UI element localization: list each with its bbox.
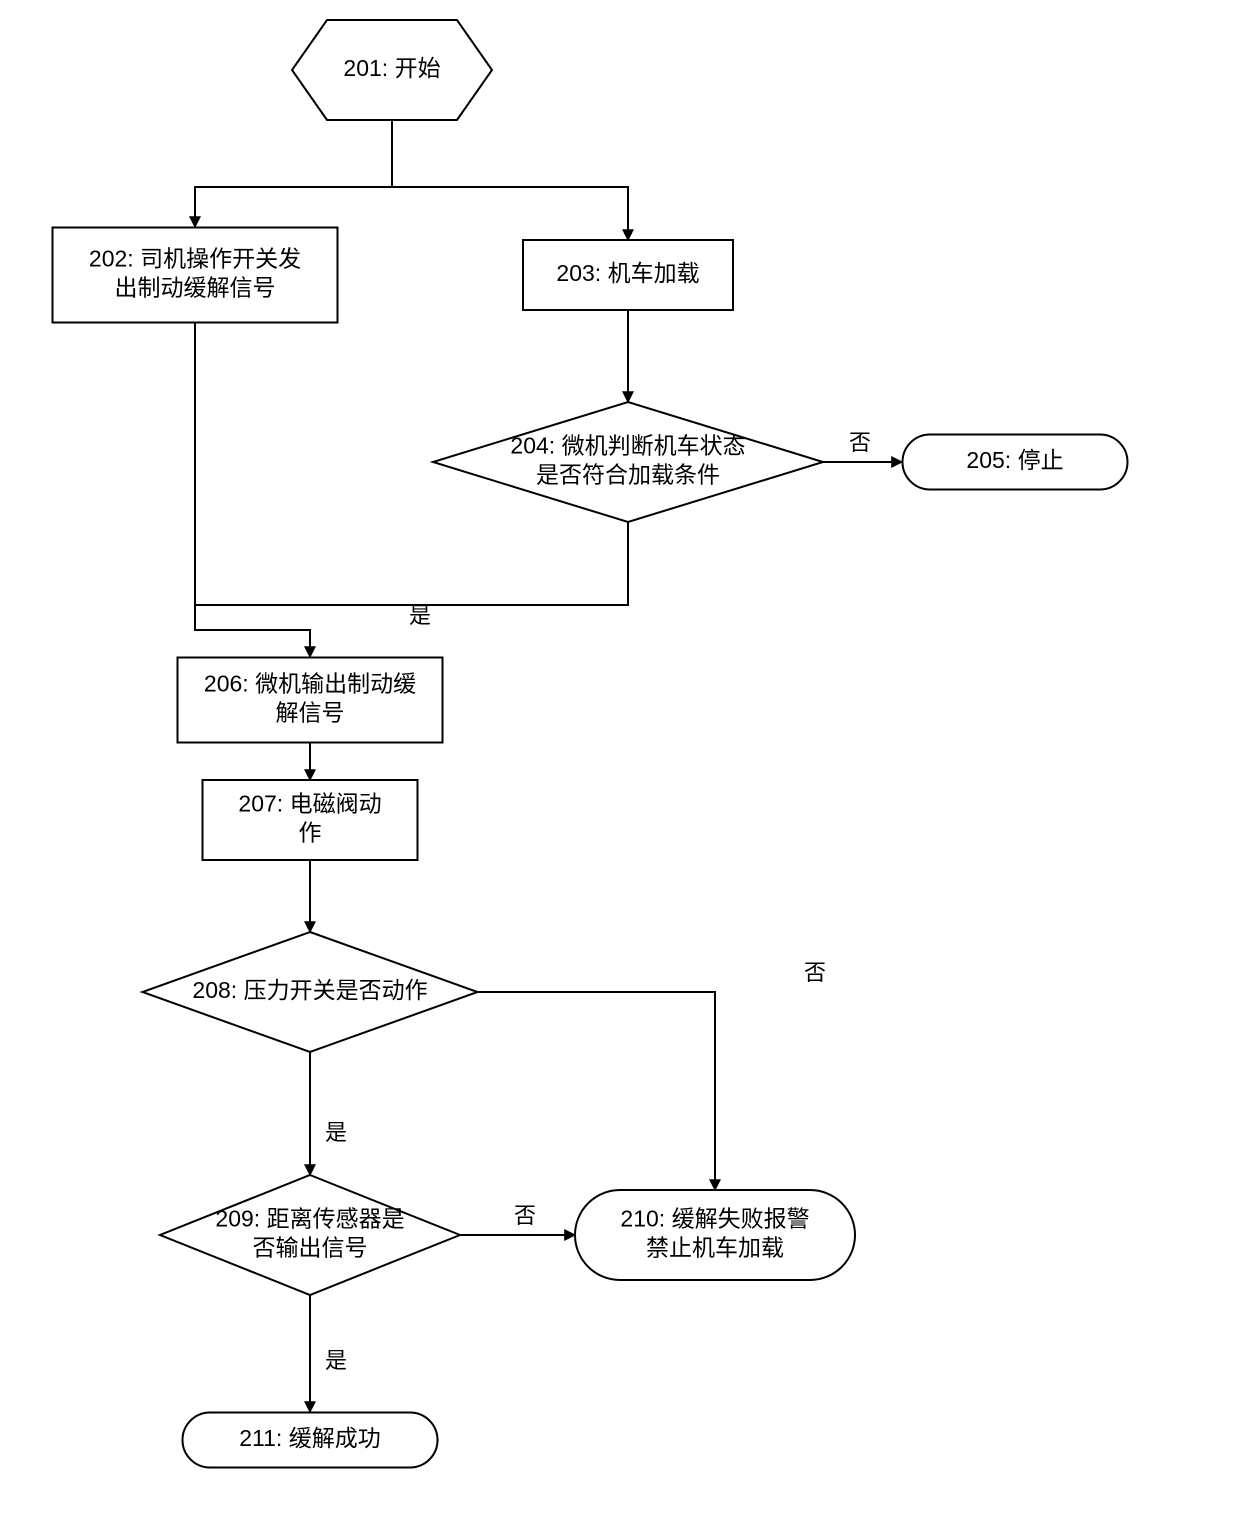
node-205-text-0: 205: 停止 <box>966 447 1063 473</box>
node-207-text-1: 作 <box>299 819 322 845</box>
node-205: 205: 停止 <box>903 435 1128 490</box>
edge-208-210 <box>477 992 715 1190</box>
node-211: 211: 缓解成功 <box>183 1413 438 1468</box>
flowchart-canvas: 否是是否否是201: 开始202: 司机操作开关发出制动缓解信号203: 机车加… <box>0 0 1240 1533</box>
edge-label-209-211: 是 <box>325 1348 347 1373</box>
node-206: 206: 微机输出制动缓解信号 <box>178 658 443 743</box>
node-208-text-0: 208: 压力开关是否动作 <box>192 977 427 1003</box>
edge-label-208-209: 是 <box>325 1120 347 1145</box>
node-207-text-0: 207: 电磁阀动 <box>238 791 381 817</box>
node-208: 208: 压力开关是否动作 <box>143 932 478 1052</box>
node-207: 207: 电磁阀动作 <box>203 780 418 860</box>
node-202-text-0: 202: 司机操作开关发 <box>89 246 301 272</box>
node-202: 202: 司机操作开关发出制动缓解信号 <box>53 228 338 323</box>
node-211-text-0: 211: 缓解成功 <box>239 1425 380 1451</box>
node-210: 210: 缓解失败报警禁止机车加载 <box>575 1190 855 1280</box>
node-209-text-1: 否输出信号 <box>253 1234 368 1260</box>
edge-204-206 <box>195 522 628 657</box>
node-204-text-1: 是否符合加载条件 <box>536 461 720 487</box>
nodes-layer: 201: 开始 202: 司机操作开关发出制动缓解信号 203: 机车加载 204: … <box>53 20 1128 1468</box>
edge-label-204-206: 是 <box>409 603 431 628</box>
node-210-text-0: 210: 缓解失败报警 <box>620 1206 809 1232</box>
node-206-text-0: 206: 微机输出制动缓 <box>204 671 416 697</box>
node-201: 201: 开始 <box>292 20 492 120</box>
node-204: 204: 微机判断机车状态是否符合加载条件 <box>433 402 823 522</box>
node-203: 203: 机车加载 <box>523 240 733 310</box>
node-210-text-1: 禁止机车加载 <box>646 1234 784 1260</box>
edge-label-209-210: 否 <box>514 1203 536 1228</box>
node-203-text-0: 203: 机车加载 <box>556 260 699 286</box>
node-204-text-0: 204: 微机判断机车状态 <box>510 433 745 459</box>
node-202-text-1: 出制动缓解信号 <box>115 274 276 300</box>
node-209: 209: 距离传感器是否输出信号 <box>160 1175 460 1295</box>
edge-label-204-205: 否 <box>849 430 871 455</box>
node-209-text-0: 209: 距离传感器是 <box>215 1206 404 1232</box>
edge-201-203 <box>392 120 628 240</box>
edge-label-208-210: 否 <box>804 960 826 985</box>
node-206-text-1: 解信号 <box>276 699 345 725</box>
node-201-text-0: 201: 开始 <box>343 55 440 81</box>
edge-201-202 <box>195 120 392 227</box>
